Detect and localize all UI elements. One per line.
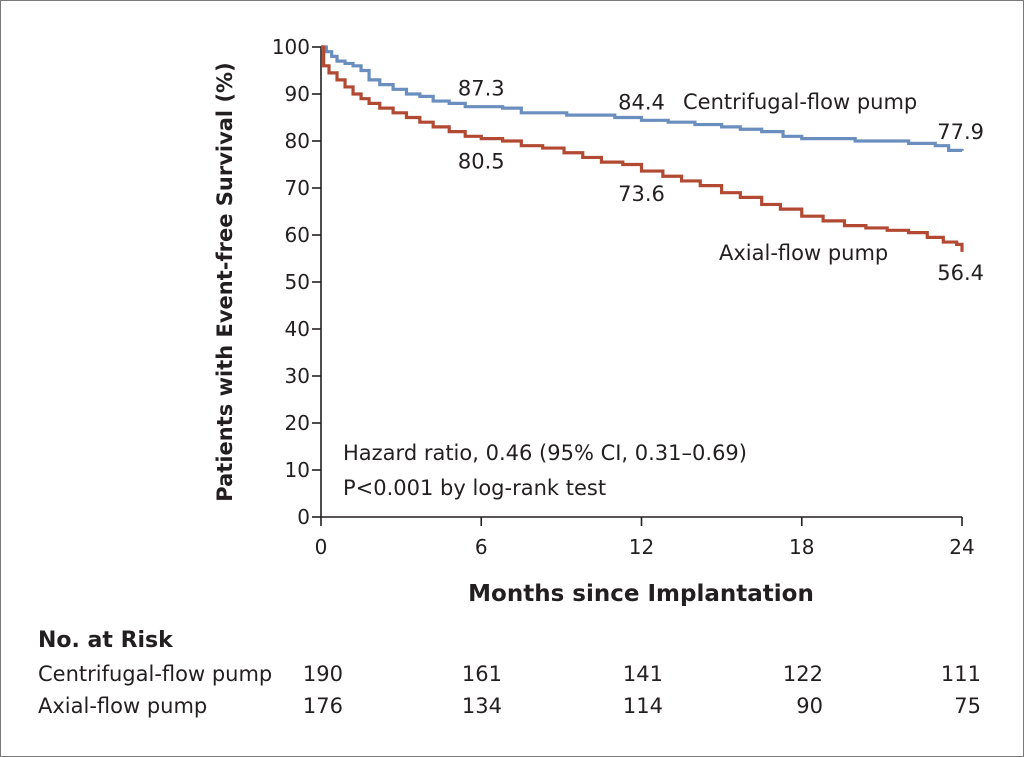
y-tick-label: 70: [285, 176, 310, 200]
y-tick-label: 40: [285, 317, 310, 341]
x-axis-title: Months since Implantation: [468, 581, 814, 607]
risk-value: 114: [622, 694, 663, 718]
y-tick-label: 80: [285, 129, 310, 153]
risk-value: 141: [622, 662, 663, 686]
y-tick-label: 20: [285, 411, 310, 435]
y-axis: 0 10 20 30 40 50 60 70 80 90 100: [272, 35, 322, 529]
y-tick-label: 0: [297, 505, 310, 529]
data-label: 56.4: [937, 261, 984, 285]
risk-value: 134: [461, 694, 502, 718]
risk-value: 190: [302, 662, 343, 686]
data-label: 84.4: [618, 90, 665, 114]
series-label-centrifugal: Centrifugal-flow pump: [683, 90, 917, 114]
risk-row-label: Axial-flow pump: [38, 694, 208, 718]
risk-value: 111: [940, 662, 981, 686]
risk-value: 161: [461, 662, 502, 686]
point-labels: 87.3 84.4 77.9 80.5 73.6 56.4: [458, 77, 984, 285]
y-axis-title: Patients with Event-free Survival (%): [213, 62, 237, 501]
y-tick-label: 100: [272, 35, 310, 59]
series-label-axial: Axial-flow pump: [719, 241, 888, 265]
y-tick-label: 30: [285, 364, 310, 388]
data-label: 77.9: [937, 120, 984, 144]
risk-row-label: Centrifugal-flow pump: [38, 662, 273, 686]
risk-table-title: No. at Risk: [38, 628, 173, 653]
risk-table-row: Centrifugal-flow pump 190 161 141 122 111: [0, 662, 1024, 692]
y-tick-label: 10: [285, 458, 310, 482]
x-tick-label: 24: [949, 535, 974, 559]
p-value-text: P<0.001 by log-rank test: [343, 476, 606, 500]
hazard-ratio-text: Hazard ratio, 0.46 (95% CI, 0.31–0.69): [343, 441, 747, 465]
x-tick-label: 18: [789, 535, 814, 559]
y-tick-label: 90: [285, 82, 310, 106]
risk-value: 90: [796, 694, 823, 718]
axial-flow-curve: [321, 45, 964, 252]
risk-value: 176: [302, 694, 343, 718]
data-label: 73.6: [618, 182, 665, 206]
x-tick-label: 6: [475, 535, 488, 559]
risk-table-row: Axial-flow pump 176 134 114 90 75: [0, 694, 1024, 724]
y-tick-label: 50: [285, 270, 310, 294]
x-tick-label: 12: [629, 535, 654, 559]
data-label: 80.5: [458, 150, 505, 174]
survival-chart: 0 10 20 30 40 50 60 70 80 90 100 0 6 12 18 24 87.3 84.4…: [213, 35, 984, 607]
x-axis: 0 6 12 18 24: [315, 516, 975, 559]
x-tick-label: 0: [315, 535, 328, 559]
curves: [321, 45, 964, 252]
y-tick-label: 60: [285, 223, 310, 247]
centrifugal-flow-curve: [321, 45, 964, 152]
risk-value: 122: [782, 662, 823, 686]
risk-value: 75: [954, 694, 981, 718]
data-label: 87.3: [458, 77, 505, 101]
